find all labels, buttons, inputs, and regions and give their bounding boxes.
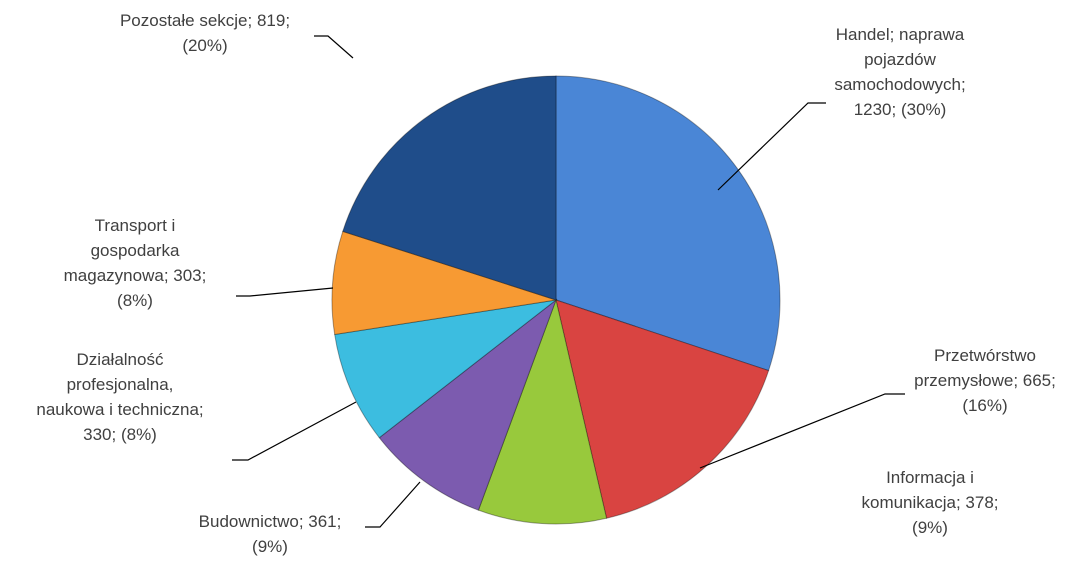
- data-label: Informacja i komunikacja; 378; (9%): [861, 468, 999, 537]
- pie-slice: [331, 230, 557, 336]
- leader-line: [717, 102, 826, 191]
- data-label: Handel; naprawa pojazdów samochodowych; …: [834, 25, 966, 119]
- data-label: Budownictwo; 361; (9%): [198, 512, 342, 556]
- data-label: Pozostałe sekcje; 819; (20%): [119, 11, 291, 55]
- leader-line: [314, 35, 354, 59]
- data-label: Przetwórstwo przemysłowe; 665; (16%): [914, 346, 1056, 415]
- pie-slice: [342, 75, 557, 301]
- pie-slice: [555, 75, 781, 372]
- leader-line: [232, 401, 357, 461]
- data-label: Działalność profesjonalna, naukowa i tec…: [36, 350, 204, 444]
- pie-slice: [334, 299, 558, 439]
- pie-slice: [477, 298, 608, 525]
- pie-slice: [378, 298, 558, 511]
- leader-line: [236, 287, 334, 297]
- leader-line: [699, 393, 905, 469]
- data-label: Transport i gospodarka magazynowa; 303; …: [63, 216, 207, 310]
- leader-line: [365, 481, 421, 528]
